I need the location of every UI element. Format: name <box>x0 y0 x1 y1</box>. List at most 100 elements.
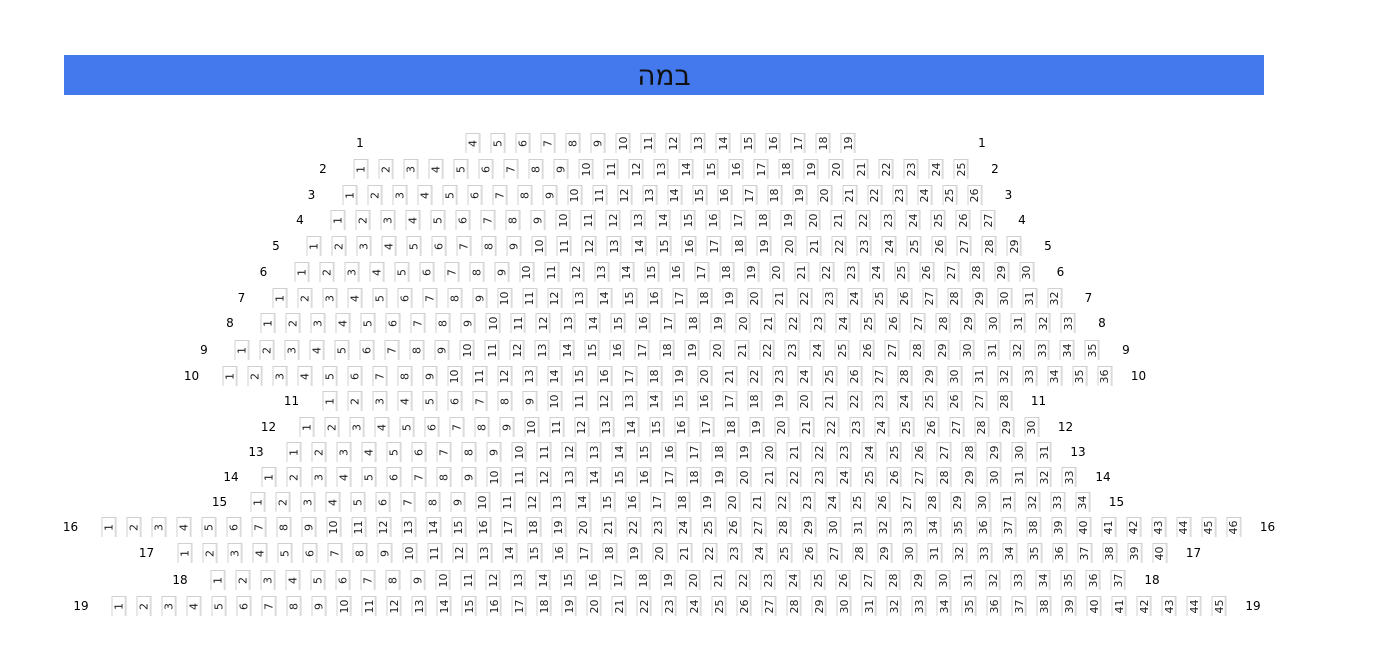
seat-row5-15[interactable]: 15 <box>656 236 672 256</box>
seat-row16-44[interactable]: 44 <box>1176 517 1191 537</box>
seat-row19-19[interactable]: 19 <box>561 596 577 616</box>
seat-row3-3[interactable]: 3 <box>392 185 407 205</box>
seat-row14-28[interactable]: 28 <box>936 467 952 487</box>
seat-row3-14[interactable]: 14 <box>667 185 682 205</box>
seat-row5-12[interactable]: 12 <box>581 236 597 256</box>
seat-row12-12[interactable]: 12 <box>574 417 589 437</box>
seat-row13-11[interactable]: 11 <box>536 442 552 462</box>
seat-row11-12[interactable]: 12 <box>597 391 612 411</box>
seat-row14-9[interactable]: 9 <box>461 467 477 487</box>
seat-row9-34[interactable]: 34 <box>1059 340 1075 360</box>
seat-row18-34[interactable]: 34 <box>1035 570 1051 590</box>
seat-row6-14[interactable]: 14 <box>619 262 634 282</box>
seat-row19-30[interactable]: 30 <box>836 596 852 616</box>
seat-row16-42[interactable]: 42 <box>1126 517 1141 537</box>
seat-row5-13[interactable]: 13 <box>606 236 622 256</box>
seat-row10-33[interactable]: 33 <box>1022 366 1037 386</box>
seat-row7-21[interactable]: 21 <box>772 288 787 308</box>
seat-row16-8[interactable]: 8 <box>276 517 291 537</box>
seat-row9-7[interactable]: 7 <box>384 340 400 360</box>
seat-row14-7[interactable]: 7 <box>411 467 427 487</box>
seat-row3-10[interactable]: 10 <box>567 185 582 205</box>
seat-row5-3[interactable]: 3 <box>356 236 372 256</box>
seat-row17-16[interactable]: 16 <box>552 543 567 563</box>
seat-row13-25[interactable]: 25 <box>886 442 902 462</box>
seat-row19-16[interactable]: 16 <box>486 596 502 616</box>
seat-row19-18[interactable]: 18 <box>536 596 552 616</box>
seat-row14-17[interactable]: 17 <box>661 467 677 487</box>
seat-row19-31[interactable]: 31 <box>861 596 877 616</box>
seat-row18-17[interactable]: 17 <box>610 570 626 590</box>
seat-row5-21[interactable]: 21 <box>806 236 822 256</box>
seat-row3-24[interactable]: 24 <box>917 185 932 205</box>
seat-row7-17[interactable]: 17 <box>672 288 687 308</box>
seat-row18-1[interactable]: 1 <box>210 570 226 590</box>
seat-row12-1[interactable]: 1 <box>299 417 314 437</box>
seat-row7-28[interactable]: 28 <box>947 288 962 308</box>
seat-row17-10[interactable]: 10 <box>402 543 417 563</box>
seat-row19-15[interactable]: 15 <box>461 596 477 616</box>
seat-row5-9[interactable]: 9 <box>506 236 522 256</box>
seat-row8-14[interactable]: 14 <box>585 313 601 333</box>
seat-row6-10[interactable]: 10 <box>519 262 534 282</box>
seat-row12-21[interactable]: 21 <box>799 417 814 437</box>
seat-row19-11[interactable]: 11 <box>361 596 377 616</box>
seat-row11-2[interactable]: 2 <box>347 391 362 411</box>
seat-row4-1[interactable]: 1 <box>330 210 346 230</box>
seat-row13-2[interactable]: 2 <box>311 442 327 462</box>
seat-row6-19[interactable]: 19 <box>744 262 759 282</box>
seat-row6-21[interactable]: 21 <box>794 262 809 282</box>
seat-row17-40[interactable]: 40 <box>1152 543 1167 563</box>
seat-row15-29[interactable]: 29 <box>950 492 965 512</box>
seat-row19-12[interactable]: 12 <box>386 596 402 616</box>
seat-row16-18[interactable]: 18 <box>526 517 541 537</box>
seat-row2-15[interactable]: 15 <box>703 159 719 179</box>
seat-row3-2[interactable]: 2 <box>367 185 382 205</box>
seat-row19-10[interactable]: 10 <box>336 596 352 616</box>
seat-row2-8[interactable]: 8 <box>528 159 544 179</box>
seat-row19-39[interactable]: 39 <box>1061 596 1077 616</box>
seat-row15-21[interactable]: 21 <box>750 492 765 512</box>
seat-row7-9[interactable]: 9 <box>472 288 487 308</box>
seat-row7-31[interactable]: 31 <box>1022 288 1037 308</box>
seat-row8-8[interactable]: 8 <box>435 313 451 333</box>
seat-row8-28[interactable]: 28 <box>935 313 951 333</box>
seat-row8-29[interactable]: 29 <box>960 313 976 333</box>
seat-row5-2[interactable]: 2 <box>331 236 347 256</box>
seat-row14-22[interactable]: 22 <box>786 467 802 487</box>
seat-row10-32[interactable]: 32 <box>997 366 1012 386</box>
seat-row9-14[interactable]: 14 <box>559 340 575 360</box>
seat-row16-30[interactable]: 30 <box>826 517 841 537</box>
seat-row10-15[interactable]: 15 <box>572 366 587 386</box>
seat-row16-13[interactable]: 13 <box>401 517 416 537</box>
seat-row18-7[interactable]: 7 <box>360 570 376 590</box>
seat-row7-22[interactable]: 22 <box>797 288 812 308</box>
seat-row18-8[interactable]: 8 <box>385 570 401 590</box>
seat-row9-5[interactable]: 5 <box>334 340 350 360</box>
seat-row15-17[interactable]: 17 <box>650 492 665 512</box>
seat-row9-16[interactable]: 16 <box>609 340 625 360</box>
seat-row14-5[interactable]: 5 <box>361 467 377 487</box>
seat-row17-28[interactable]: 28 <box>852 543 867 563</box>
seat-row13-3[interactable]: 3 <box>336 442 352 462</box>
seat-row14-13[interactable]: 13 <box>561 467 577 487</box>
seat-row6-15[interactable]: 15 <box>644 262 659 282</box>
seat-row11-7[interactable]: 7 <box>472 391 487 411</box>
seat-row18-16[interactable]: 16 <box>585 570 601 590</box>
seat-row8-4[interactable]: 4 <box>335 313 351 333</box>
seat-row10-1[interactable]: 1 <box>222 366 237 386</box>
seat-row10-36[interactable]: 36 <box>1097 366 1112 386</box>
seat-row1-16[interactable]: 16 <box>765 133 781 153</box>
seat-row18-14[interactable]: 14 <box>535 570 551 590</box>
seat-row15-12[interactable]: 12 <box>525 492 540 512</box>
seat-row12-13[interactable]: 13 <box>599 417 614 437</box>
seat-row15-1[interactable]: 1 <box>250 492 265 512</box>
seat-row17-17[interactable]: 17 <box>577 543 592 563</box>
seat-row16-43[interactable]: 43 <box>1151 517 1166 537</box>
seat-row3-23[interactable]: 23 <box>892 185 907 205</box>
seat-row17-15[interactable]: 15 <box>527 543 542 563</box>
seat-row14-12[interactable]: 12 <box>536 467 552 487</box>
seat-row19-41[interactable]: 41 <box>1111 596 1127 616</box>
seat-row17-30[interactable]: 30 <box>902 543 917 563</box>
seat-row16-27[interactable]: 27 <box>751 517 766 537</box>
